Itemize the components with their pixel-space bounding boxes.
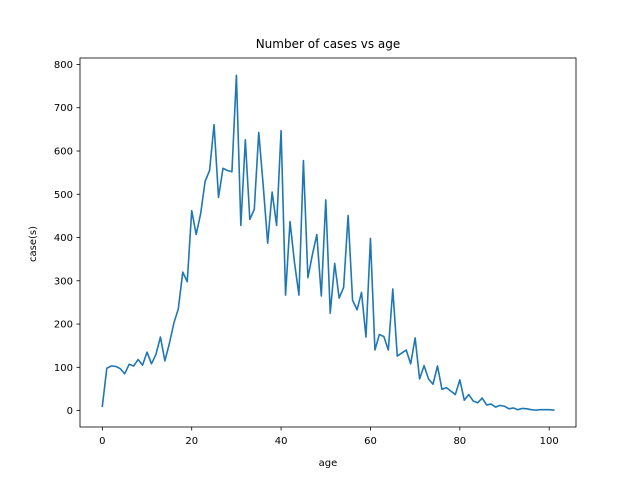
- x-tick-label: 60: [364, 436, 377, 447]
- y-tick-label: 300: [54, 276, 73, 287]
- x-tick-label: 80: [453, 436, 466, 447]
- y-tick-label: 500: [54, 190, 73, 201]
- series-line-0: [101, 74, 555, 412]
- y-tick-label: 800: [54, 60, 73, 71]
- x-tick-label: 0: [99, 436, 105, 447]
- x-tick-label: 40: [275, 436, 288, 447]
- chart-title: Number of cases vs age: [256, 37, 401, 51]
- y-tick-label: 700: [54, 103, 73, 114]
- plot-area: 0 20 40 60 80 100 0 100 200 300 400 500 600 700 800: [54, 57, 577, 447]
- y-tick-label: 0: [67, 406, 73, 417]
- y-tick-label: 400: [54, 233, 73, 244]
- x-axis-label: age: [319, 458, 338, 469]
- y-tick-label: 600: [54, 147, 73, 158]
- x-tick-label: 20: [185, 436, 198, 447]
- y-tick-label: 100: [54, 363, 73, 374]
- axes-frame: [79, 57, 577, 428]
- y-axis-label: case(s): [28, 226, 39, 262]
- x-tick-label: 100: [540, 436, 559, 447]
- y-tick-label: 200: [54, 320, 73, 331]
